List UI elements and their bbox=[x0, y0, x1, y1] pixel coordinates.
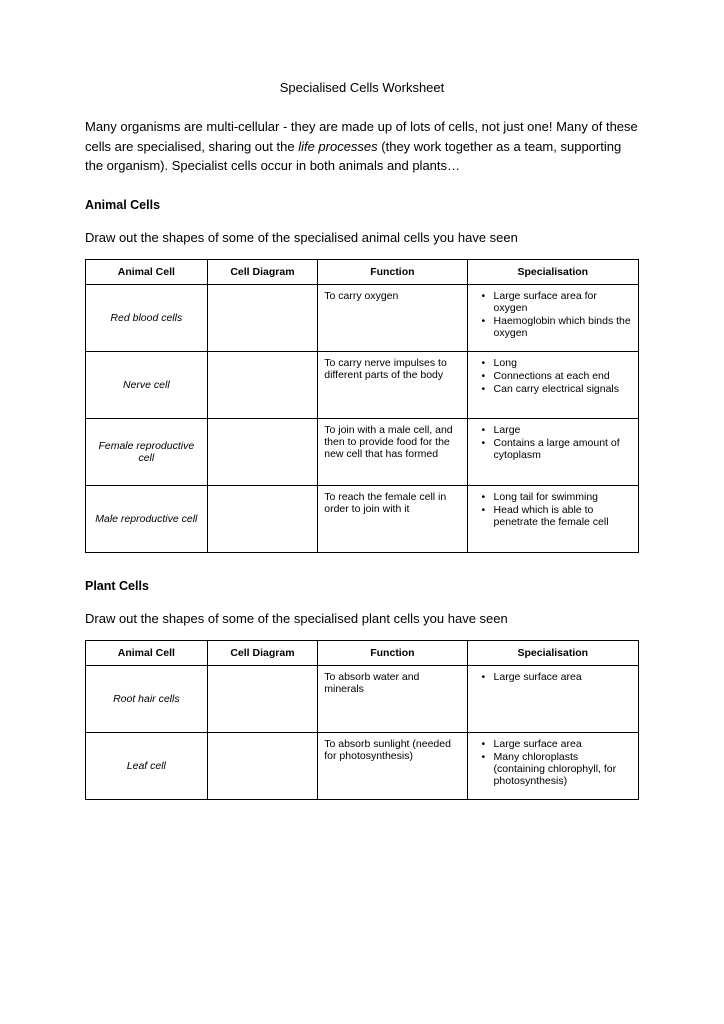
col-header-function: Function bbox=[318, 259, 467, 284]
col-header-name: Animal Cell bbox=[86, 259, 208, 284]
cell-name: Nerve cell bbox=[86, 351, 208, 418]
col-header-function: Function bbox=[318, 640, 467, 665]
cell-specialisation: Large surface area Many chloroplasts (co… bbox=[467, 732, 638, 799]
table-row: Red blood cells To carry oxygen Large su… bbox=[86, 284, 639, 351]
table-header-row: Animal Cell Cell Diagram Function Specia… bbox=[86, 640, 639, 665]
intro-paragraph: Many organisms are multi-cellular - they… bbox=[85, 117, 639, 176]
spec-item: Can carry electrical signals bbox=[486, 383, 632, 395]
table-header-row: Animal Cell Cell Diagram Function Specia… bbox=[86, 259, 639, 284]
col-header-specialisation: Specialisation bbox=[467, 640, 638, 665]
table-row: Female reproductive cell To join with a … bbox=[86, 418, 639, 485]
cell-diagram bbox=[207, 351, 318, 418]
col-header-diagram: Cell Diagram bbox=[207, 259, 318, 284]
table-row: Nerve cell To carry nerve impulses to di… bbox=[86, 351, 639, 418]
cell-name: Red blood cells bbox=[86, 284, 208, 351]
spec-item: Many chloroplasts (containing chlorophyl… bbox=[486, 751, 632, 787]
cell-diagram bbox=[207, 665, 318, 732]
cell-specialisation: Long tail for swimming Head which is abl… bbox=[467, 485, 638, 552]
table-row: Leaf cell To absorb sunlight (needed for… bbox=[86, 732, 639, 799]
plant-instruction: Draw out the shapes of some of the speci… bbox=[85, 611, 639, 626]
spec-item: Large surface area for oxygen bbox=[486, 290, 632, 314]
spec-item: Connections at each end bbox=[486, 370, 632, 382]
plant-table: Animal Cell Cell Diagram Function Specia… bbox=[85, 640, 639, 800]
cell-specialisation: Large surface area bbox=[467, 665, 638, 732]
plant-heading: Plant Cells bbox=[85, 579, 639, 593]
cell-function: To join with a male cell, and then to pr… bbox=[318, 418, 467, 485]
spec-item: Contains a large amount of cytoplasm bbox=[486, 437, 632, 461]
spec-item: Long bbox=[486, 357, 632, 369]
spec-item: Large bbox=[486, 424, 632, 436]
cell-diagram bbox=[207, 485, 318, 552]
spec-item: Large surface area bbox=[486, 671, 632, 683]
worksheet-page: Specialised Cells Worksheet Many organis… bbox=[0, 0, 724, 1024]
spec-item: Head which is able to penetrate the fema… bbox=[486, 504, 632, 528]
table-row: Root hair cells To absorb water and mine… bbox=[86, 665, 639, 732]
cell-diagram bbox=[207, 284, 318, 351]
cell-specialisation: Large Contains a large amount of cytopla… bbox=[467, 418, 638, 485]
cell-diagram bbox=[207, 418, 318, 485]
page-title: Specialised Cells Worksheet bbox=[85, 80, 639, 95]
cell-function: To carry oxygen bbox=[318, 284, 467, 351]
spec-item: Long tail for swimming bbox=[486, 491, 632, 503]
col-header-diagram: Cell Diagram bbox=[207, 640, 318, 665]
cell-name: Female reproductive cell bbox=[86, 418, 208, 485]
cell-specialisation: Long Connections at each end Can carry e… bbox=[467, 351, 638, 418]
col-header-specialisation: Specialisation bbox=[467, 259, 638, 284]
cell-function: To reach the female cell in order to joi… bbox=[318, 485, 467, 552]
intro-italic: life processes bbox=[298, 139, 377, 154]
spec-item: Large surface area bbox=[486, 738, 632, 750]
cell-name: Male reproductive cell bbox=[86, 485, 208, 552]
cell-name: Leaf cell bbox=[86, 732, 208, 799]
cell-specialisation: Large surface area for oxygen Haemoglobi… bbox=[467, 284, 638, 351]
animal-instruction: Draw out the shapes of some of the speci… bbox=[85, 230, 639, 245]
animal-heading: Animal Cells bbox=[85, 198, 639, 212]
cell-function: To absorb sunlight (needed for photosynt… bbox=[318, 732, 467, 799]
spec-item: Haemoglobin which binds the oxygen bbox=[486, 315, 632, 339]
animal-table: Animal Cell Cell Diagram Function Specia… bbox=[85, 259, 639, 553]
cell-diagram bbox=[207, 732, 318, 799]
col-header-name: Animal Cell bbox=[86, 640, 208, 665]
table-row: Male reproductive cell To reach the fema… bbox=[86, 485, 639, 552]
cell-function: To absorb water and minerals bbox=[318, 665, 467, 732]
cell-function: To carry nerve impulses to different par… bbox=[318, 351, 467, 418]
cell-name: Root hair cells bbox=[86, 665, 208, 732]
